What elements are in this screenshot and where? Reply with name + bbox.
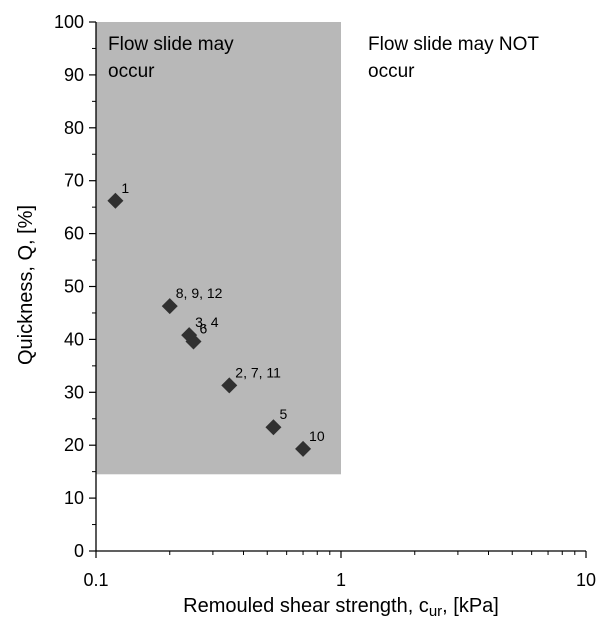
data-point-label: 10 [309,428,325,444]
y-tick-label: 90 [64,65,84,85]
data-point-label: 5 [279,406,287,422]
region-label-may-line2: occur [108,61,155,82]
x-axis-title-main: Remouled shear strength, c [183,595,429,617]
y-tick-label: 60 [64,224,84,244]
x-tick-label: 10 [576,570,596,590]
data-point-label: 8, 9, 12 [176,285,223,301]
region-label-maynot-line2: occur [368,61,415,82]
y-tick-label: 80 [64,118,84,138]
y-tick-label: 30 [64,382,84,402]
y-tick-label: 100 [54,12,84,32]
data-point [107,192,124,209]
data-point [221,377,238,394]
region-label-maynot-line1: Flow slide may NOT [368,34,539,55]
x-axis-title-subscript: ur [429,603,442,618]
tick-labels: 0 10 20 30 40 50 60 70 80 90 100 0.1 1 10 [54,12,596,590]
x-tick-label: 0.1 [83,570,108,590]
y-tick-label: 40 [64,329,84,349]
data-point-label: 2, 7, 11 [235,364,281,380]
x-tick-label: 1 [336,570,346,590]
data-point [161,298,178,315]
flow-slide-region [96,22,341,475]
y-tick-label: 50 [64,277,84,297]
y-tick-label: 70 [64,171,84,191]
data-point-label: 6 [199,321,207,337]
data-points [107,192,312,457]
data-point [185,333,202,350]
y-tick-label: 0 [74,541,84,561]
data-point [295,440,312,457]
data-point-label: 1 [121,180,129,196]
point-labels: 1 8, 9, 12 3, 46 2, 7, 11 5 10 [121,180,324,444]
y-tick-label: 10 [64,488,84,508]
y-tick-label: 20 [64,435,84,455]
axis-ticks [89,21,587,558]
data-point-label: 3, 4 [195,314,219,330]
x-axis-title: Remouled shear strength, cur, [kPa] [183,595,499,618]
data-point [265,419,282,436]
x-axis-title-unit: , [kPa] [442,595,499,617]
y-axis-title: Quickness, Q, [%] [15,205,37,365]
region-label-may-line1: Flow slide may [108,34,234,55]
